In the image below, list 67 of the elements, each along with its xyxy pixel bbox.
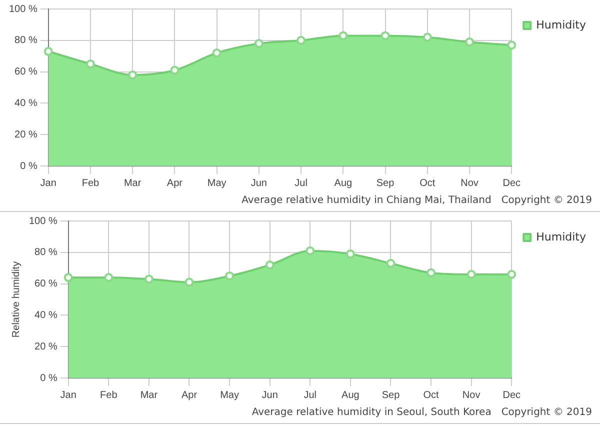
point — [422, 32, 432, 42]
x-tick-label: Jul — [304, 390, 317, 401]
point — [44, 46, 53, 56]
y-tick-label: 20 % — [14, 129, 38, 140]
y-axis-title: Relative humidity — [10, 261, 22, 338]
x-tick-label: Dec — [502, 178, 521, 189]
y-tick-label: 60 % — [14, 66, 38, 78]
x-tick-label: Feb — [82, 178, 100, 189]
point — [144, 274, 154, 284]
y-tick-label: 80 % — [14, 35, 38, 46]
point — [306, 246, 315, 256]
text: Average relative humidity in Seoul, South Korea — [252, 407, 492, 418]
point — [225, 271, 234, 280]
point — [507, 270, 516, 279]
x-tick-label: Dec — [502, 390, 521, 401]
x-tick-label: Apr — [181, 390, 198, 401]
y-tick-label: 20 % — [34, 341, 58, 352]
text: Average relative humidity in Chiang Mai, Thailand — [242, 195, 492, 206]
point — [426, 268, 436, 278]
point — [212, 48, 222, 58]
y-tick-label: 0 % — [20, 160, 38, 172]
x-tick-label: Jun — [262, 390, 278, 401]
x-tick-label: Jan — [60, 390, 76, 401]
y-tick-label: 100 % — [8, 4, 38, 15]
legend-label: Humidity — [536, 230, 586, 244]
point — [346, 249, 355, 258]
y-tick-label: 60 % — [34, 278, 58, 290]
point — [466, 270, 476, 279]
point — [380, 31, 390, 40]
y-tick-label: 100 % — [28, 216, 58, 227]
y-tick-label: 80 % — [34, 247, 58, 258]
point — [64, 273, 73, 282]
y-tick-label: 0 % — [40, 372, 58, 384]
point — [128, 70, 138, 80]
x-tick-label: Jul — [294, 178, 308, 189]
x-tick-label: Sep — [382, 390, 400, 401]
y-tick-label: 40 % — [14, 98, 38, 109]
point — [386, 258, 396, 268]
x-tick-label: Mar — [124, 178, 142, 189]
y-tick-label: 40 % — [34, 310, 58, 321]
point — [86, 59, 95, 68]
x-tick-label: Sep — [376, 178, 395, 189]
x-tick-label: Jun — [250, 178, 267, 189]
x-tick-label: Apr — [166, 178, 184, 189]
x-tick-label: Aug — [342, 390, 360, 401]
x-tick-label: Mar — [140, 390, 158, 401]
legend-label: Humidity — [536, 18, 586, 32]
point — [265, 260, 274, 270]
point — [507, 40, 516, 50]
x-tick-label: Oct — [423, 390, 440, 401]
x-tick-label: Feb — [100, 390, 118, 401]
x-tick-label: May — [220, 390, 239, 401]
text: Copyright © 2019 — [501, 407, 592, 418]
x-tick-label: Oct — [420, 178, 436, 189]
x-tick-label: Aug — [334, 178, 352, 189]
point — [465, 37, 474, 46]
x-tick-label: May — [207, 178, 226, 189]
point — [184, 278, 194, 287]
point — [338, 31, 348, 40]
point — [296, 36, 306, 45]
point — [104, 273, 114, 282]
x-tick-label: Jan — [40, 178, 56, 189]
x-tick-label: Nov — [460, 178, 478, 189]
point — [170, 66, 180, 75]
text: Copyright © 2019 — [501, 195, 592, 206]
point — [254, 39, 264, 48]
x-tick-label: Nov — [462, 390, 480, 401]
